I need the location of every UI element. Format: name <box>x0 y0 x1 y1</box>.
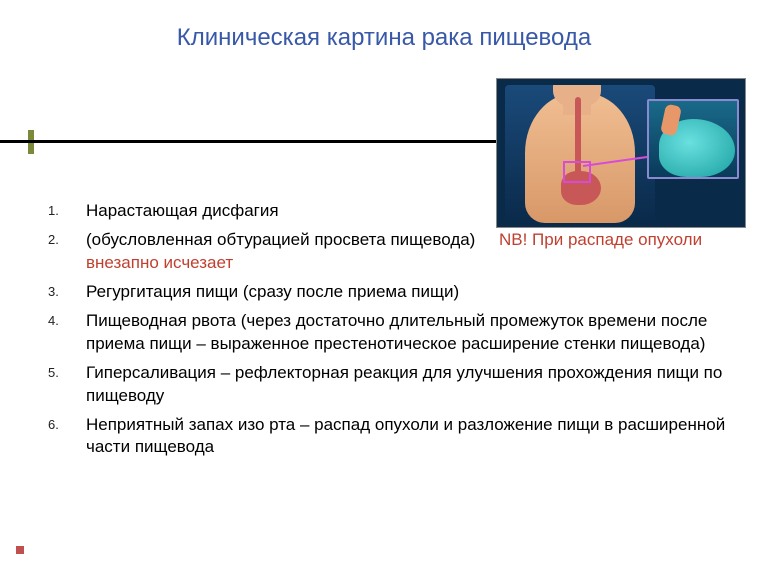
item-text: Регургитация пищи (сразу после приема пи… <box>86 282 459 301</box>
list-item: 4. Пищеводная рвота (через достаточно дл… <box>48 310 732 356</box>
item-text: Нарастающая дисфагия <box>86 201 279 220</box>
list-item: 3. Регургитация пищи (сразу после приема… <box>48 281 732 304</box>
slide-title: Клиническая картина рака пищевода <box>0 0 768 52</box>
item-number: 1. <box>48 202 59 220</box>
zoom-panel <box>647 99 739 179</box>
item-text: Неприятный запах изо рта – распад опухол… <box>86 415 725 457</box>
list-item: 1. Нарастающая дисфагия <box>48 200 732 223</box>
item-number: 6. <box>48 416 59 434</box>
list-item: 5. Гиперсаливация – рефлекторная реакция… <box>48 362 732 408</box>
list-item: 2. (обусловленная обтурацией просвета пи… <box>48 229 732 275</box>
list-item: 6. Неприятный запах изо рта – распад опу… <box>48 414 732 460</box>
item-text: (обусловленная обтурацией просвета пищев… <box>86 230 475 249</box>
item-text: Гиперсаливация – рефлекторная реакция дл… <box>86 363 722 405</box>
divider <box>0 140 500 144</box>
item-number: 5. <box>48 364 59 382</box>
nb-spacer <box>480 230 494 249</box>
item-text: Пищеводная рвота (через достаточно длите… <box>86 311 707 353</box>
item-number: 2. <box>48 231 59 249</box>
bullet-square-icon <box>16 546 24 554</box>
item-number: 4. <box>48 312 59 330</box>
item-number: 3. <box>48 283 59 301</box>
symptom-list: 1. Нарастающая дисфагия 2. (обусловленна… <box>48 200 732 465</box>
divider-line <box>0 140 500 143</box>
